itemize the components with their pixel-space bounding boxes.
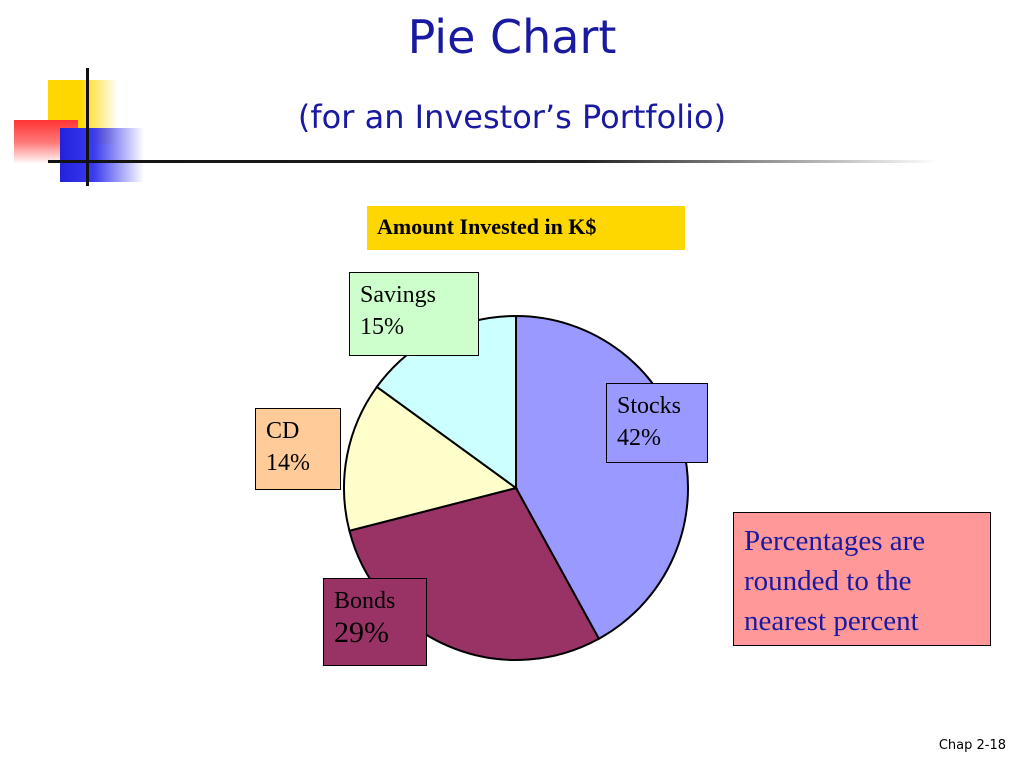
slide-number: Chap 2-18 xyxy=(938,738,1006,753)
slice-label-bonds: Bonds 29% xyxy=(323,578,427,666)
chart-title: Amount Invested in K$ xyxy=(367,206,685,250)
slide-subtitle: (for an Investor’s Portfolio) xyxy=(297,98,727,136)
slice-label-cd-percent: 14% xyxy=(266,450,310,476)
pie-slice-cd xyxy=(343,385,519,532)
logo-blue-square xyxy=(60,128,144,182)
logo-vertical-line xyxy=(86,68,89,186)
slide-title: Pie Chart xyxy=(407,10,617,64)
slice-label-bonds-name: Bonds xyxy=(334,588,396,614)
slice-label-savings-percent: 15% xyxy=(360,314,404,340)
slice-label-savings-name: Savings xyxy=(360,282,437,308)
slice-label-savings: Savings 15% xyxy=(349,272,479,356)
slice-label-cd-name: CD xyxy=(266,418,300,444)
slice-label-cd: CD 14% xyxy=(255,408,341,490)
slice-label-bonds-percent: 29% xyxy=(334,616,389,649)
title-underline xyxy=(48,160,938,163)
rounding-note: Percentages are rounded to the nearest p… xyxy=(733,512,991,646)
slice-label-stocks-percent: 42% xyxy=(617,425,661,451)
slice-label-stocks-name: Stocks xyxy=(617,393,682,419)
slice-label-stocks: Stocks 42% xyxy=(606,383,708,463)
